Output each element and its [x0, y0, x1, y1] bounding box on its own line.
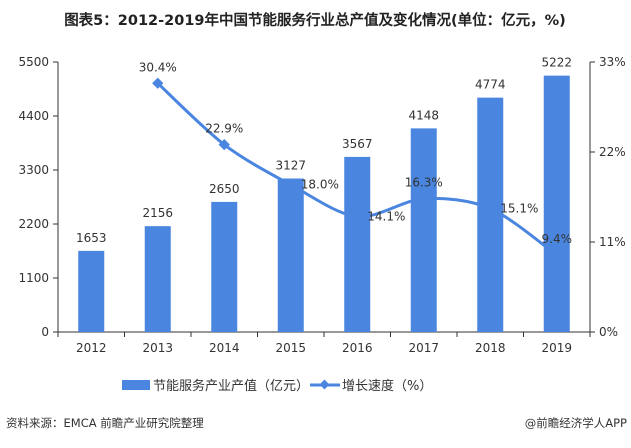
- growth-value-label: 18.0%: [301, 178, 339, 192]
- chart-title: 图表5：2012-2019年中国节能服务行业总产值及变化情况(单位：亿元，%): [64, 11, 566, 29]
- growth-marker: [218, 138, 230, 151]
- bar: [410, 128, 437, 332]
- left-tick-label: 1100: [18, 271, 49, 285]
- growth-marker: [285, 179, 297, 191]
- growth-value-label: 15.1%: [500, 201, 538, 215]
- right-tick-label: 11%: [599, 235, 626, 249]
- bar: [277, 178, 304, 332]
- bar-value-label: 4148: [408, 108, 439, 122]
- bar: [78, 250, 105, 332]
- bar: [543, 75, 570, 332]
- x-tick-label: 2016: [342, 341, 373, 355]
- bar: [477, 97, 504, 332]
- growth-value-label: 9.4%: [542, 232, 573, 246]
- growth-marker: [418, 192, 430, 205]
- bar: [344, 156, 371, 332]
- bar-value-label: 2156: [142, 206, 173, 220]
- growth-value-label: 16.3%: [405, 176, 443, 190]
- legend-bar-label: 节能服务产业产值（亿元）: [153, 378, 309, 394]
- right-tick-label: 22%: [599, 145, 626, 159]
- bar-value-label: 5222: [541, 56, 572, 70]
- x-tick-label: 2015: [275, 341, 306, 355]
- growth-marker: [484, 202, 496, 215]
- legend: 节能服务产业产值（亿元） 增长速度（%）: [122, 378, 432, 394]
- x-tick-label: 2017: [408, 341, 439, 355]
- bar-value-label: 4774: [475, 78, 506, 92]
- left-tick-label: 0: [41, 325, 49, 339]
- x-tick-label: 2014: [209, 341, 240, 355]
- left-tick-label: 4400: [18, 109, 49, 123]
- right-tick-label: 0%: [599, 325, 618, 339]
- bar: [144, 226, 171, 332]
- legend-line-label: 增长速度（%）: [342, 378, 432, 394]
- left-tick-label: 5500: [18, 55, 49, 69]
- bar-value-label: 3127: [275, 158, 306, 172]
- legend-line-marker: [319, 379, 330, 390]
- x-tick-label: 2012: [76, 341, 107, 355]
- source-note: 资料来源：EMCA 前瞻产业研究院整理: [6, 416, 204, 430]
- growth-value-label: 14.1%: [367, 210, 405, 224]
- bar-value-label: 2650: [209, 182, 240, 196]
- growth-value-label: 30.4%: [139, 60, 177, 74]
- x-tick-label: 2019: [541, 341, 572, 355]
- bar-value-label: 3567: [342, 137, 373, 151]
- right-tick-label: 33%: [599, 55, 626, 69]
- x-tick-label: 2018: [475, 341, 506, 355]
- brand-note: @前瞻经济学人APP: [525, 416, 627, 430]
- bar-value-label: 1653: [76, 231, 107, 245]
- x-tick-label: 2013: [142, 341, 173, 355]
- bar: [211, 201, 238, 332]
- legend-bar-swatch: [122, 380, 150, 390]
- growth-marker: [351, 210, 363, 223]
- left-tick-label: 3300: [18, 163, 49, 177]
- growth-marker: [551, 249, 563, 261]
- left-tick-label: 2200: [18, 217, 49, 231]
- growth-value-label: 22.9%: [205, 122, 243, 136]
